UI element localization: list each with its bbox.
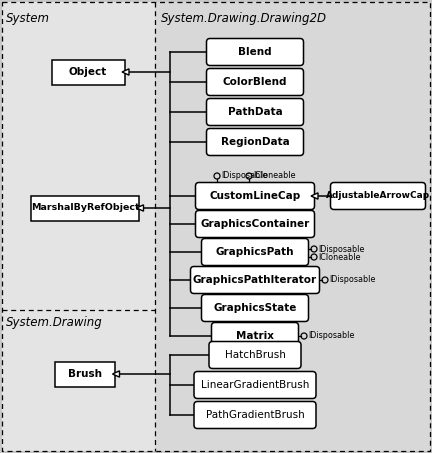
FancyBboxPatch shape [206,98,304,125]
FancyBboxPatch shape [51,59,124,85]
Text: RegionData: RegionData [221,137,289,147]
FancyBboxPatch shape [194,371,316,399]
Text: IDisposable: IDisposable [221,170,267,179]
FancyBboxPatch shape [31,196,139,221]
Text: Brush: Brush [68,369,102,379]
FancyBboxPatch shape [55,361,115,386]
Text: System.Drawing.Drawing2D: System.Drawing.Drawing2D [161,12,327,25]
Text: IDisposable: IDisposable [329,275,375,284]
Text: HatchBrush: HatchBrush [225,350,286,360]
Polygon shape [137,205,143,211]
Text: AdjustableArrowCap: AdjustableArrowCap [326,192,430,201]
Text: Object: Object [69,67,107,77]
Polygon shape [112,371,120,377]
FancyBboxPatch shape [155,2,430,451]
FancyBboxPatch shape [2,310,155,451]
Text: PathGradientBrush: PathGradientBrush [206,410,305,420]
Text: MarshalByRefObject: MarshalByRefObject [31,203,139,212]
FancyBboxPatch shape [201,238,308,265]
FancyBboxPatch shape [206,68,304,96]
Text: GraphicsState: GraphicsState [213,303,297,313]
Text: GraphicsPath: GraphicsPath [216,247,294,257]
Text: LinearGradientBrush: LinearGradientBrush [201,380,309,390]
FancyBboxPatch shape [330,183,426,209]
FancyBboxPatch shape [196,211,314,237]
FancyBboxPatch shape [2,2,155,310]
FancyBboxPatch shape [212,323,299,350]
FancyBboxPatch shape [201,294,308,322]
Text: Matrix: Matrix [236,331,274,341]
Text: Blend: Blend [238,47,272,57]
Polygon shape [311,193,318,199]
FancyBboxPatch shape [196,183,314,209]
Text: PathData: PathData [228,107,283,117]
Text: System.Drawing: System.Drawing [6,316,103,329]
Text: ColorBlend: ColorBlend [223,77,287,87]
Text: ICloneable: ICloneable [318,252,360,261]
Text: ICloneable: ICloneable [253,170,295,179]
FancyBboxPatch shape [194,401,316,429]
FancyBboxPatch shape [206,39,304,66]
Text: GraphicsContainer: GraphicsContainer [200,219,310,229]
Polygon shape [122,69,129,75]
Text: CustomLineCap: CustomLineCap [210,191,301,201]
Text: System: System [6,12,50,25]
FancyBboxPatch shape [206,129,304,155]
FancyBboxPatch shape [191,266,320,294]
Text: GraphicsPathIterator: GraphicsPathIterator [193,275,317,285]
FancyBboxPatch shape [209,342,301,368]
Text: IDisposable: IDisposable [318,245,364,254]
Text: IDisposable: IDisposable [308,332,354,341]
